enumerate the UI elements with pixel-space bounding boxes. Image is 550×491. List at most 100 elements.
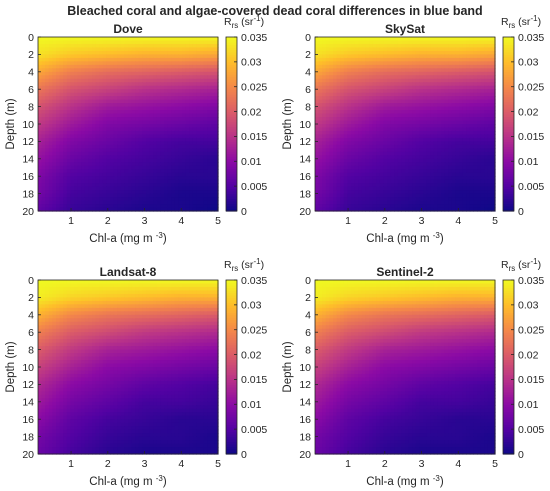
heatmap-cell [156, 207, 161, 212]
heatmap-cell [146, 68, 151, 73]
heatmap-cell [77, 134, 82, 139]
heatmap-cell [174, 144, 179, 149]
heatmap-cell [102, 179, 107, 184]
heatmap-cell [88, 57, 93, 62]
heatmap-cell [408, 176, 413, 181]
heatmap-cell [38, 40, 43, 45]
heatmap-cell [63, 96, 68, 101]
heatmap-cell [95, 78, 100, 83]
heatmap-cell [182, 43, 187, 49]
heatmap-cell [153, 103, 158, 108]
heatmap-cell [329, 197, 334, 202]
heatmap-cell [156, 92, 161, 97]
heatmap-cell [203, 207, 208, 212]
heatmap-cell [203, 190, 208, 195]
heatmap-cell [408, 71, 413, 76]
heatmap-cell [156, 61, 161, 66]
heatmap-cell [412, 127, 417, 132]
heatmap-cell [171, 106, 176, 111]
heatmap-cell [95, 155, 100, 160]
heatmap-cell [156, 103, 161, 108]
heatmap-cell [318, 54, 323, 59]
heatmap-cell [146, 92, 151, 97]
heatmap-cell [41, 134, 46, 139]
heatmap-cell [84, 117, 89, 122]
heatmap-cell [124, 96, 129, 101]
heatmap-cell [369, 75, 374, 80]
heatmap-cell [88, 99, 93, 104]
heatmap-cell [131, 50, 136, 55]
colorbar-tick-label: 0.015 [241, 131, 267, 143]
heatmap-cell [354, 176, 359, 181]
heatmap-cell [66, 162, 71, 167]
heatmap-cell [448, 176, 453, 181]
heatmap-cell [174, 92, 179, 97]
heatmap-cell [124, 130, 129, 136]
heatmap-cell [462, 165, 467, 170]
heatmap-cell [455, 183, 460, 188]
heatmap-cell [210, 155, 215, 160]
heatmap-cell [401, 190, 406, 195]
heatmap-cell [351, 50, 356, 55]
heatmap-cell [336, 117, 341, 122]
heatmap-cell [185, 134, 190, 139]
heatmap-cell [77, 124, 82, 129]
heatmap-cell [128, 162, 133, 167]
heatmap-cell [117, 200, 122, 205]
heatmap-cell [142, 64, 147, 69]
heatmap-cell [146, 103, 151, 108]
heatmap-cell [318, 110, 323, 115]
heatmap-cell [361, 158, 366, 163]
heatmap-cell [390, 71, 395, 76]
heatmap-cell [102, 110, 107, 115]
heatmap-cell [156, 162, 161, 167]
heatmap-cell [343, 151, 348, 156]
heatmap-cell [394, 110, 399, 115]
heatmap-cell [459, 179, 464, 184]
heatmap-cell [459, 190, 464, 195]
heatmap-cell [444, 169, 449, 174]
heatmap-cell [383, 82, 388, 87]
heatmap-cell [444, 64, 449, 69]
heatmap-cell [397, 68, 402, 73]
heatmap-cell [487, 151, 492, 156]
heatmap-cell [358, 197, 363, 202]
heatmap-cell [38, 207, 43, 212]
heatmap-cell [383, 148, 388, 153]
heatmap-cell [48, 183, 53, 188]
heatmap-cell [63, 85, 68, 90]
heatmap-cell [196, 71, 201, 76]
heatmap-cell [142, 134, 147, 139]
heatmap-cell [387, 165, 392, 170]
heatmap-cell [214, 155, 219, 160]
heatmap-cell [487, 172, 492, 177]
heatmap-cell [120, 124, 125, 129]
heatmap-cell [419, 89, 424, 94]
heatmap-cell [448, 190, 453, 195]
heatmap-cell [441, 113, 446, 118]
heatmap-cell [448, 37, 453, 42]
heatmap-cell [387, 155, 392, 160]
heatmap-cell [491, 151, 496, 156]
heatmap-cell [77, 155, 82, 160]
heatmap-cell [379, 61, 384, 66]
heatmap-cell [408, 106, 413, 111]
heatmap-cell [412, 197, 417, 202]
heatmap-cell [48, 54, 53, 59]
heatmap-cell [419, 186, 424, 191]
heatmap-cell [196, 130, 201, 136]
heatmap-cell [325, 37, 330, 42]
heatmap-cell [466, 141, 471, 146]
heatmap-cell [419, 85, 424, 90]
heatmap-cell [200, 190, 205, 195]
heatmap-cell [433, 85, 438, 90]
heatmap-cell [48, 207, 53, 212]
heatmap-cell [203, 110, 208, 115]
heatmap-cell [412, 130, 417, 136]
heatmap-cell [131, 75, 136, 80]
heatmap-cell [401, 130, 406, 136]
heatmap-cell [448, 68, 453, 73]
heatmap-cell [92, 37, 97, 42]
heatmap-cell [383, 137, 388, 142]
heatmap-cell [408, 186, 413, 191]
